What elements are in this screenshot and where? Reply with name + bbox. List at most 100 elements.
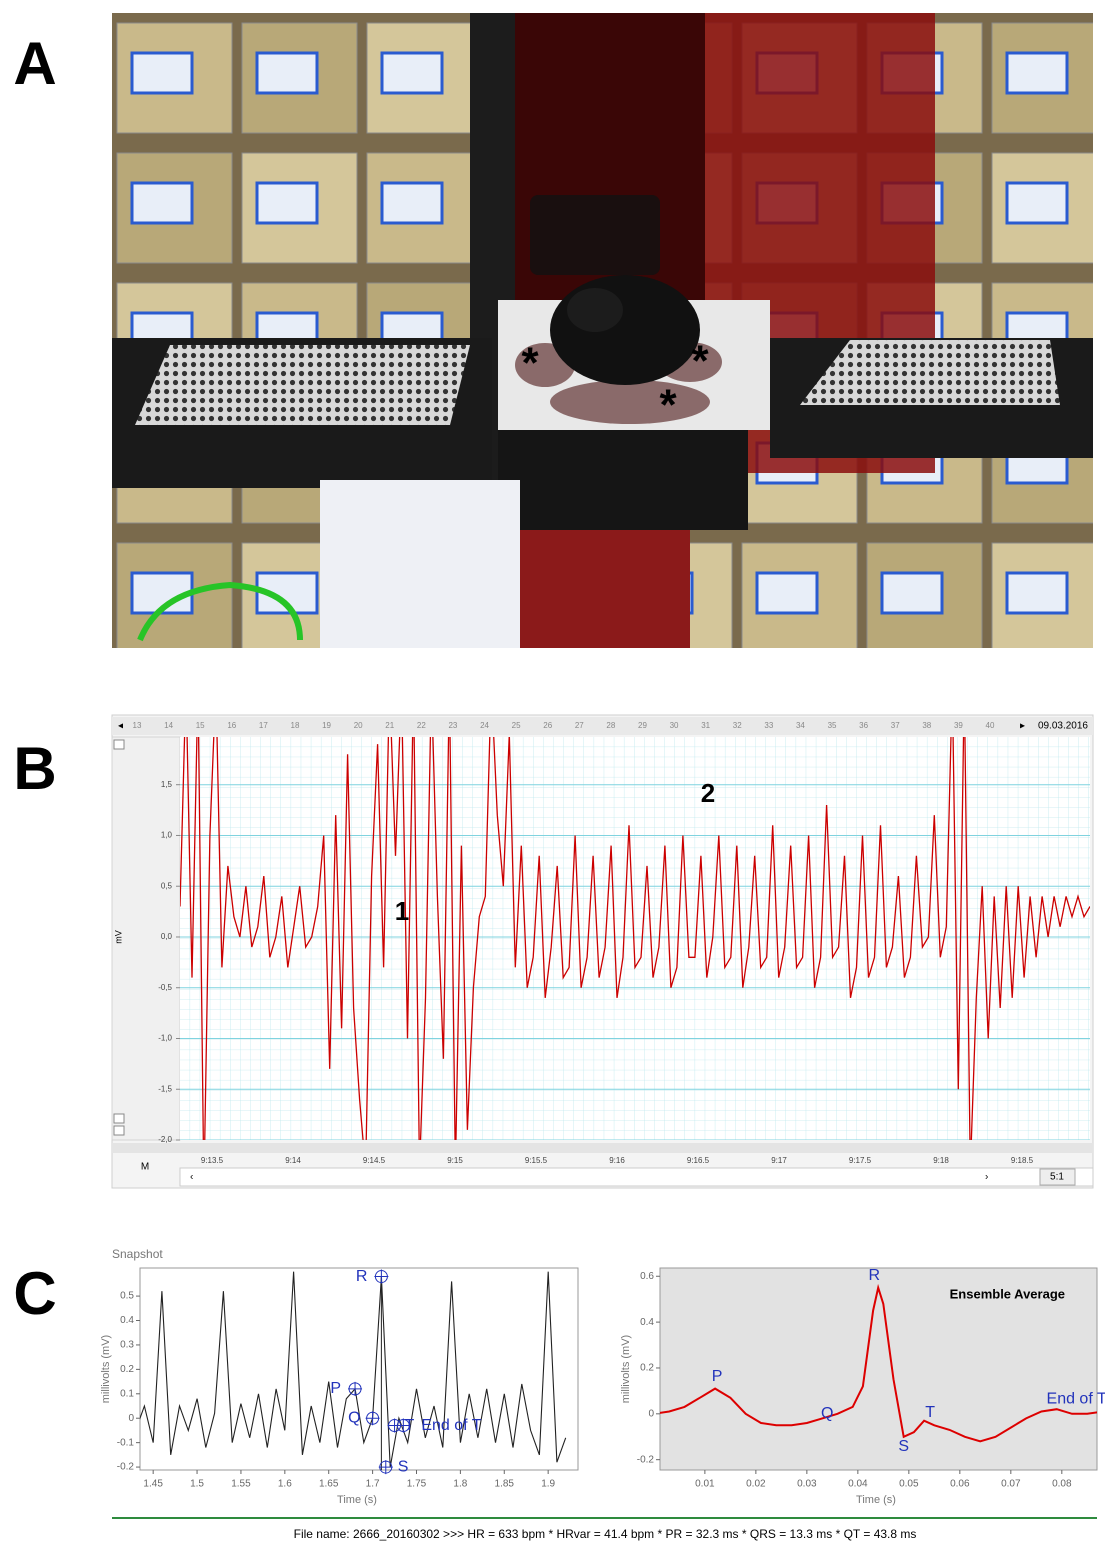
scroll-left[interactable]: ‹ — [190, 1172, 193, 1183]
panel-label: B — [13, 735, 56, 802]
x-tick-label: 9:15.5 — [525, 1156, 548, 1165]
ruler-label: 29 — [638, 721, 647, 730]
ruler-label: 21 — [385, 721, 394, 730]
ruler-right-arrow[interactable]: ▸ — [1020, 721, 1025, 732]
time-ruler — [112, 717, 1093, 735]
plot-b — [180, 737, 1090, 1140]
marker — [396, 1418, 411, 1433]
asterisk: * — [521, 339, 539, 388]
ruler-label: 36 — [859, 721, 868, 730]
snapshot-title: Snapshot — [112, 1247, 163, 1261]
marker-label: S — [398, 1458, 409, 1475]
x-tick-label: 1.65 — [319, 1479, 339, 1490]
photo — [112, 13, 1093, 648]
y-tick-label: 0 — [128, 1413, 134, 1424]
x-tick-label: 0.01 — [695, 1479, 715, 1490]
x-tick-label: 0.02 — [746, 1479, 766, 1490]
x-tick-label: 9:16 — [609, 1156, 625, 1165]
y-tick-label: 0.4 — [640, 1317, 654, 1328]
ruler-label: 26 — [543, 721, 552, 730]
ruler-label: 39 — [954, 721, 963, 730]
y-tick-label: -0.2 — [637, 1454, 655, 1465]
ruler-label: 20 — [354, 721, 363, 730]
marker — [348, 1381, 363, 1396]
ruler-label: 33 — [764, 721, 773, 730]
ruler-label: 13 — [133, 721, 142, 730]
cage-card — [1005, 51, 1069, 95]
marker-cross — [378, 1460, 393, 1475]
cage-card — [255, 181, 319, 225]
x-tick-label: 1.8 — [453, 1479, 467, 1490]
x-tick-label: 1.85 — [495, 1479, 515, 1490]
x-tick-label: 0.04 — [848, 1479, 868, 1490]
scrollbar[interactable] — [179, 1167, 1094, 1187]
x-tick-label: 0.05 — [899, 1479, 919, 1490]
marker-cross — [374, 1269, 389, 1284]
ruler-label: 40 — [986, 721, 995, 730]
menu-button[interactable] — [113, 739, 125, 750]
marker-label: R — [356, 1268, 368, 1285]
panel-label: C — [13, 1260, 56, 1327]
x-tick-label: 0.07 — [1001, 1479, 1021, 1490]
x-tick-label: 1.45 — [143, 1479, 163, 1490]
x-tick-label: 9:17.5 — [849, 1156, 872, 1165]
x-tick-label: 9:16.5 — [687, 1156, 710, 1165]
trace — [660, 1283, 1097, 1443]
y-tick-label: 0.4 — [120, 1315, 134, 1326]
ruler-label: 27 — [575, 721, 584, 730]
y-axis-label: mV — [113, 930, 123, 944]
y-axis-label: millivolts (mV) — [620, 1335, 632, 1403]
annotation: 1 — [395, 896, 409, 926]
asterisk: * — [659, 381, 677, 430]
ruler-label: 24 — [480, 721, 489, 730]
x-tick-label: 1.7 — [366, 1479, 380, 1490]
x-tick-label: 9:14.5 — [363, 1156, 386, 1165]
zoom-ratio-box[interactable] — [1039, 1168, 1076, 1186]
x-tick-label: 1.6 — [278, 1479, 292, 1490]
zoom-ratio: 5:1 — [1050, 1172, 1064, 1183]
zoom-in-button[interactable] — [113, 1113, 125, 1124]
x-axis-label: Time (s) — [337, 1494, 377, 1506]
trace-group — [660, 1283, 1097, 1443]
panel-label: A — [13, 30, 56, 97]
ruler-left-arrow[interactable]: ◂ — [118, 721, 123, 732]
y-tick-label: 0.2 — [120, 1364, 134, 1375]
ruler-label: 15 — [196, 721, 205, 730]
cage-card — [380, 181, 444, 225]
ruler-label: 35 — [828, 721, 837, 730]
cage-card — [1005, 571, 1069, 615]
ruler-label: 31 — [701, 721, 710, 730]
y-tick-label: 1,5 — [161, 780, 173, 789]
y-tick-label: -0,5 — [158, 983, 172, 992]
y-tick-label: -0.2 — [117, 1462, 135, 1473]
marker-label: P — [330, 1380, 341, 1397]
x-tick-label: 9:13.5 — [201, 1156, 224, 1165]
ruler-label: 18 — [291, 721, 300, 730]
y-tick-label: 1,0 — [161, 831, 173, 840]
y-tick-label: 0.6 — [640, 1271, 654, 1282]
trace-group — [140, 1271, 567, 1470]
x-tick-label: 9:17 — [771, 1156, 787, 1165]
x-tick-label: 1.5 — [190, 1479, 204, 1490]
marker-label: S — [898, 1438, 909, 1455]
ruler-label: 22 — [417, 721, 426, 730]
x-tick-label: 9:15 — [447, 1156, 463, 1165]
zoom-out-button[interactable] — [113, 1125, 125, 1136]
x-tick-label: 0.06 — [950, 1479, 970, 1490]
ruler-label: 16 — [227, 721, 236, 730]
x-tick-label: 9:18 — [933, 1156, 949, 1165]
ensemble-chart: -0.2 0 0.2 0.4 0.6 0.01 0.02 0.03 0.04 0.05 0.06 0.… — [637, 1267, 1105, 1490]
marker — [365, 1411, 380, 1426]
ruler-label: 34 — [796, 721, 805, 730]
y-tick-label: 0.5 — [120, 1291, 134, 1302]
cage-card — [1005, 181, 1069, 225]
scroll-right[interactable]: › — [985, 1172, 988, 1183]
x-axis-label: Time (s) — [856, 1494, 896, 1506]
cage-card — [130, 181, 194, 225]
y-tick-label: -1,5 — [158, 1084, 172, 1093]
marker — [378, 1460, 393, 1475]
y-axis-panel — [111, 736, 181, 1141]
ruler-label: 38 — [922, 721, 931, 730]
y-tick-label: -0.1 — [117, 1437, 135, 1448]
